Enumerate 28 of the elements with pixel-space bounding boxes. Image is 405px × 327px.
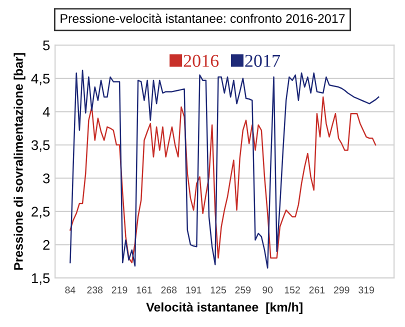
x-tick-label: 191 — [186, 286, 202, 294]
x-tick-label: 152 — [284, 286, 300, 294]
legend-label: 2017 — [245, 54, 280, 67]
chart-title: Pressione-velocità istantanee: confronto 2016-2017 — [60, 14, 345, 23]
x-tick-label: 268 — [161, 286, 177, 294]
y-tick-label: 2 — [43, 240, 50, 250]
x-tick-label: 161 — [136, 286, 152, 294]
x-tick-label: 319 — [358, 286, 374, 294]
y-tick-label: 4 — [42, 107, 50, 117]
x-tick-label: 299 — [334, 286, 350, 294]
line-series — [70, 70, 380, 269]
line-series — [70, 96, 376, 264]
legend-label: 2016 — [184, 54, 219, 67]
x-tick-label: 219 — [112, 286, 128, 294]
x-tick-label: 261 — [309, 286, 325, 294]
x-tick-label: 84 — [65, 286, 76, 294]
y-tick-label: 2,5 — [32, 206, 50, 218]
x-tick-label: 238 — [87, 286, 103, 294]
x-tick-label: 90 — [262, 286, 273, 294]
x-axis-title: Velocità istantanee [km/h] — [146, 302, 302, 314]
y-tick-label: 3 — [43, 174, 50, 184]
y-tick-label: 4,5 — [31, 74, 50, 86]
x-tick-label: 259 — [235, 286, 251, 294]
y-tick-label: 3,5 — [31, 140, 50, 152]
y-tick-label: 1,5 — [32, 273, 50, 285]
x-tick-label: 125 — [210, 286, 226, 294]
y-axis-title: Pressione di sovralimentazione [bar] — [14, 53, 26, 270]
y-tick-label: 5 — [43, 40, 50, 50]
